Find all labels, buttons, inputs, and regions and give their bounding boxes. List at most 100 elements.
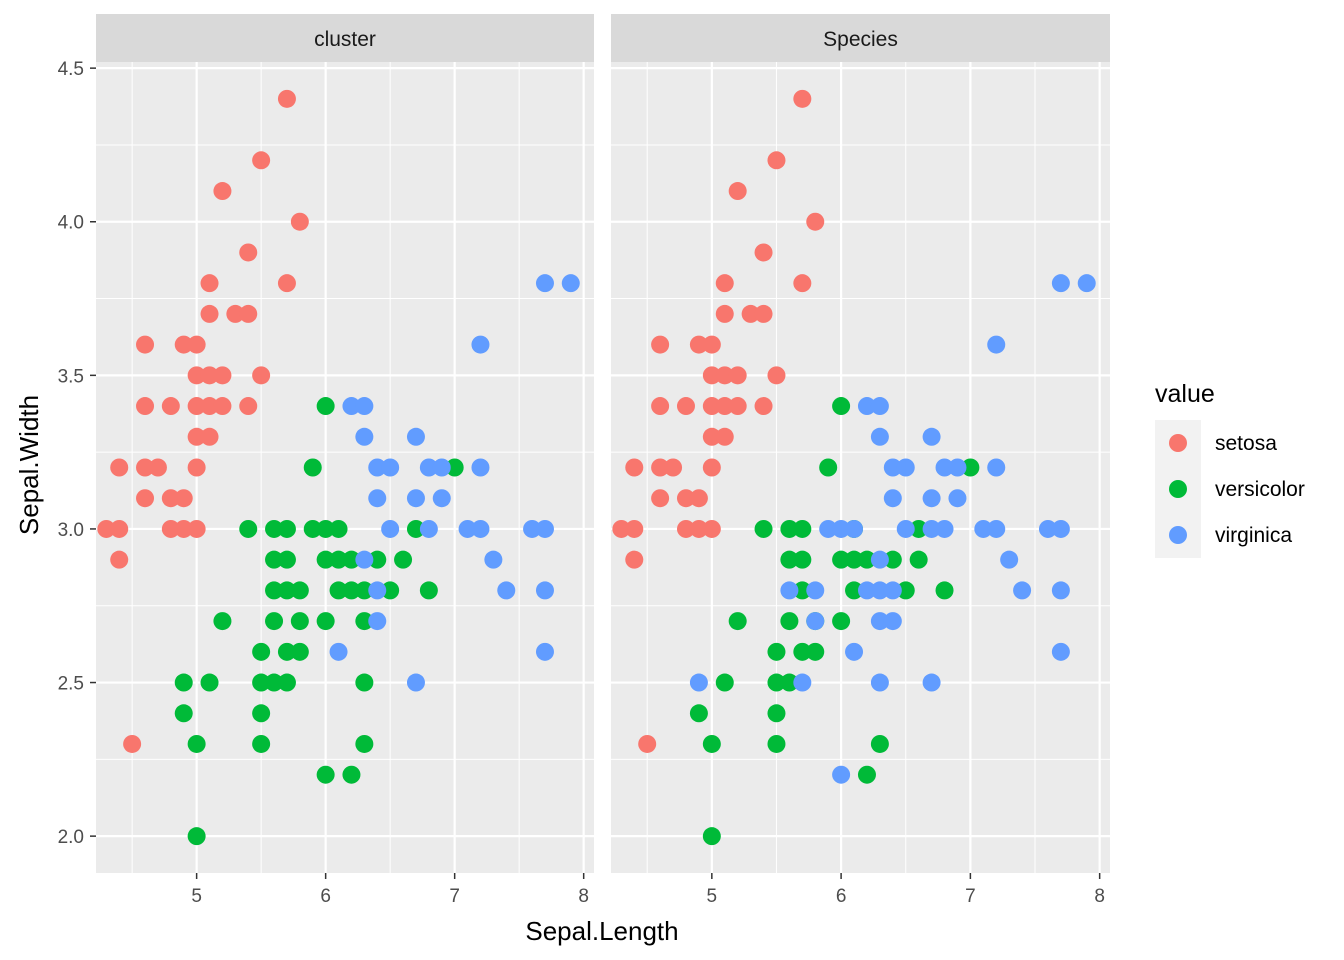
data-point-setosa [702,458,721,477]
data-point-virginica [974,519,993,538]
x-tick-label: 5 [707,886,718,907]
data-point-setosa [702,397,721,416]
data-point-setosa [187,458,206,477]
data-point-versicolor [419,581,438,600]
data-point-setosa [612,519,631,538]
x-tick-label: 6 [320,886,331,907]
data-point-setosa [767,151,786,170]
series-setosa [97,89,309,753]
data-point-setosa [754,243,773,262]
x-tick-label: 7 [449,886,460,907]
y-tick-label: 3.5 [58,366,84,387]
x-tick-label: 6 [836,886,847,907]
data-point-virginica [987,458,1006,477]
data-point-setosa [226,304,245,323]
data-point-versicolor [368,550,387,569]
data-point-versicolor [845,550,864,569]
data-point-versicolor [406,519,425,538]
data-point-setosa [97,519,116,538]
data-point-versicolor [187,827,206,846]
data-point-virginica [806,581,825,600]
data-point-versicolor [832,612,851,631]
data-point-virginica [329,642,348,661]
data-point-setosa [277,274,296,293]
panel-background [96,62,594,873]
data-point-setosa [123,734,142,753]
data-point-versicolor [316,765,335,784]
data-point-virginica [419,519,438,538]
data-point-setosa [148,458,167,477]
y-tick-label: 4.5 [58,59,84,80]
panel-background [611,62,1110,873]
data-point-virginica [355,397,374,416]
data-point-versicolor [355,612,374,631]
series-versicolor [689,397,980,846]
data-point-virginica [1051,581,1070,600]
data-point-versicolor [702,734,721,753]
data-point-versicolor [935,581,954,600]
data-point-virginica [471,335,490,354]
data-point-setosa [290,212,309,231]
data-point-setosa [174,335,193,354]
x-axis-title: Sepal.Length [525,916,678,946]
legend: value setosa versicolor virginica [1155,380,1305,558]
data-point-setosa [174,489,193,508]
data-point-setosa [754,397,773,416]
data-point-setosa [161,397,180,416]
data-point-virginica [471,519,490,538]
data-point-versicolor [780,612,799,631]
data-point-versicolor [265,581,284,600]
data-point-virginica [870,612,889,631]
data-point-virginica [368,612,387,631]
data-point-versicolor [277,673,296,692]
data-point-setosa [110,458,129,477]
data-point-virginica [535,642,554,661]
data-point-virginica [870,397,889,416]
facet-strip-label: Species [823,28,898,51]
data-point-versicolor [277,519,296,538]
data-point-setosa [213,397,232,416]
data-point-versicolor [239,519,258,538]
data-point-versicolor [252,734,271,753]
data-point-setosa [676,519,695,538]
data-point-setosa [728,397,747,416]
data-point-virginica [432,489,451,508]
data-point-virginica [896,519,915,538]
data-point-setosa [136,397,155,416]
data-point-virginica [523,519,542,538]
y-axis-title: Sepal.Width [14,395,44,535]
data-point-virginica [484,550,503,569]
data-point-versicolor [355,673,374,692]
data-point-versicolor [303,519,322,538]
data-point-virginica [1051,642,1070,661]
series-versicolor [174,397,464,846]
data-point-setosa [702,366,721,385]
data-point-setosa [741,304,760,323]
data-point-virginica [689,673,708,692]
data-point-virginica [355,427,374,446]
y-tick-label: 2.0 [58,827,84,848]
data-point-virginica [406,673,425,692]
data-point-setosa [689,519,708,538]
data-point-setosa [793,89,812,108]
data-point-setosa [110,519,129,538]
data-point-setosa [187,397,206,416]
data-point-versicolor [381,581,400,600]
data-point-virginica [419,458,438,477]
legend-swatch [1169,434,1187,452]
data-point-versicolor [316,550,335,569]
data-point-virginica [368,581,387,600]
data-point-versicolor [754,519,773,538]
data-point-versicolor [174,673,193,692]
data-point-versicolor [689,704,708,723]
data-point-versicolor [832,397,851,416]
data-point-versicolor [265,550,284,569]
data-point-versicolor [870,734,889,753]
data-point-versicolor [290,642,309,661]
data-point-virginica [1000,550,1019,569]
legend-entry-versicolor: versicolor [1155,466,1305,512]
legend-label: setosa [1215,432,1277,455]
data-point-virginica [819,519,838,538]
facet-panel-species: Species [611,14,1110,873]
x-tick-label: 8 [578,886,589,907]
